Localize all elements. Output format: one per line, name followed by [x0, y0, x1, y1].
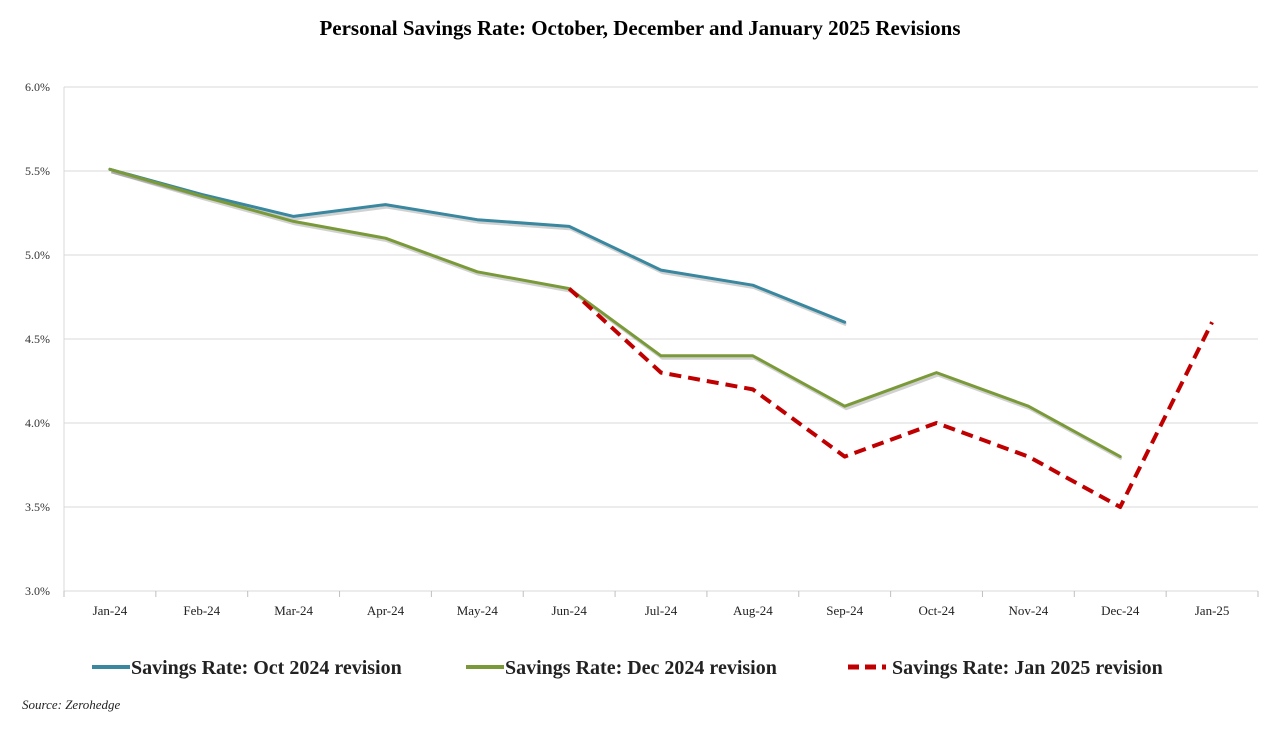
x-tick-label: Oct-24	[918, 603, 955, 618]
y-tick-label: 4.5%	[25, 332, 50, 346]
series-line-shadow	[110, 170, 1123, 461]
chart-title: Personal Savings Rate: October, December…	[319, 16, 960, 40]
series-lines	[108, 167, 1214, 509]
x-tick-label: Feb-24	[183, 603, 220, 618]
y-tick-label: 5.5%	[25, 164, 50, 178]
x-tick-label: Jan-24	[93, 603, 128, 618]
series-line-shadow	[111, 170, 847, 327]
x-tick-label: Jan-25	[1195, 603, 1230, 618]
y-tick-label: 4.0%	[25, 416, 50, 430]
x-tick-label: Aug-24	[733, 603, 773, 618]
x-tick-label: Dec-24	[1101, 603, 1140, 618]
series-line-2	[108, 167, 1122, 459]
x-tick-label: Jul-24	[645, 603, 678, 618]
x-tick-label: May-24	[457, 603, 499, 618]
x-tick-label: Mar-24	[274, 603, 313, 618]
x-tick-label: Apr-24	[367, 603, 405, 618]
grid-lines	[63, 86, 1258, 592]
y-tick-label: 3.5%	[25, 500, 50, 514]
legend-label-1: Savings Rate: Oct 2024 revision	[131, 657, 402, 679]
legend-label-3: Savings Rate: Jan 2025 revision	[892, 657, 1163, 679]
series-line-1	[108, 167, 847, 324]
y-tick-label: 3.0%	[25, 584, 50, 598]
legend-label-2: Savings Rate: Dec 2024 revision	[505, 657, 777, 679]
legend: Savings Rate: Oct 2024 revision Savings R…	[92, 657, 1163, 679]
series-line-3	[567, 287, 1214, 509]
y-tick-label: 6.0%	[25, 80, 50, 94]
x-axis-ticks: Jan-24 Feb-24 Mar-24 Apr-24 May-24 Jun-24 Jul-…	[63, 591, 1259, 618]
x-tick-label: Jun-24	[551, 603, 587, 618]
source-note: Source: Zerohedge	[22, 697, 121, 712]
x-tick-label: Nov-24	[1009, 603, 1049, 618]
x-tick-label: Sep-24	[826, 603, 863, 618]
y-axis-ticks: 3.0% 3.5% 4.0% 4.5% 5.0% 5.5% 6.0%	[25, 80, 50, 598]
y-tick-label: 5.0%	[25, 248, 50, 262]
